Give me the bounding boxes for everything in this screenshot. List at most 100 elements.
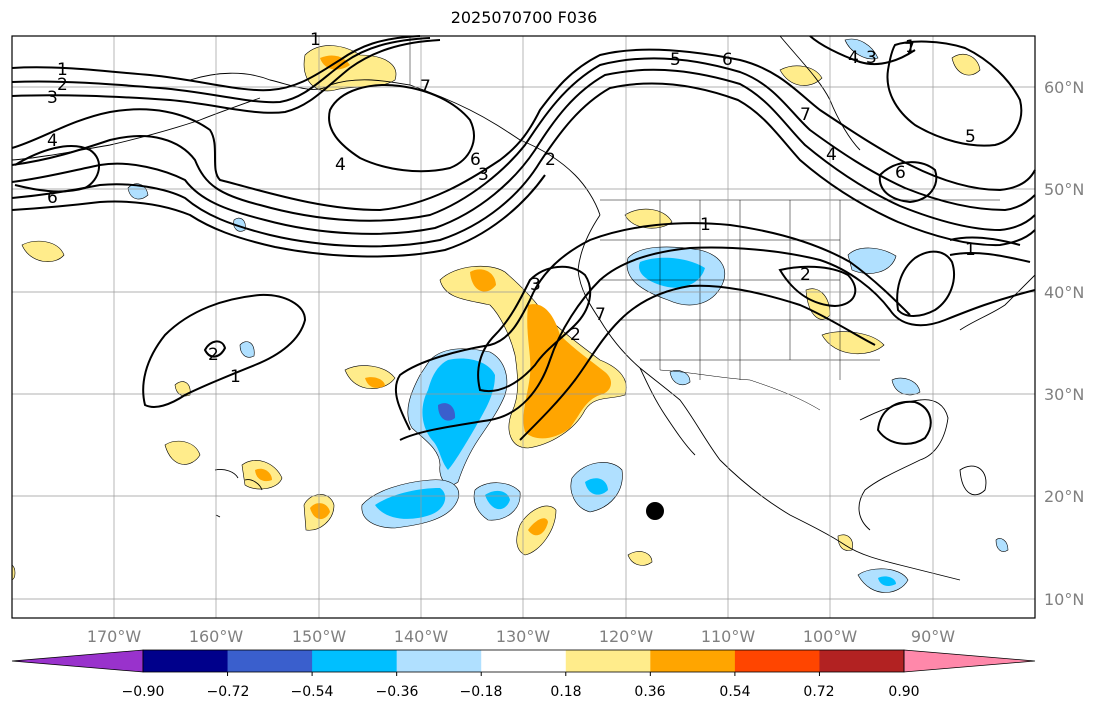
contour-label: 1 bbox=[230, 367, 241, 387]
contour-line bbox=[11, 68, 1036, 235]
negative-anomaly-blob bbox=[995, 538, 1009, 552]
contour-label: 6 bbox=[722, 50, 733, 70]
contour-line bbox=[11, 35, 421, 92]
baja-california bbox=[639, 367, 696, 456]
negative-anomaly-blob bbox=[239, 341, 255, 358]
lat-label: 50°N bbox=[1044, 180, 1084, 199]
negative-anomaly-core bbox=[485, 490, 510, 510]
contour-line bbox=[886, 40, 1023, 147]
contour-line bbox=[11, 37, 431, 104]
negative-anomaly-deep bbox=[438, 403, 456, 421]
contour-label: 1 bbox=[700, 215, 711, 235]
negative-anomaly-blob bbox=[847, 247, 897, 274]
positive-anomaly-core bbox=[365, 377, 385, 388]
contour-label: 2 bbox=[208, 345, 219, 365]
positive-anomaly-blob bbox=[951, 54, 981, 76]
contour-label: 5 bbox=[670, 50, 681, 70]
contour-label: 1 bbox=[57, 60, 68, 80]
contour-line bbox=[949, 236, 1021, 246]
contour-label: 1 bbox=[310, 30, 321, 50]
negative-anomaly-core bbox=[422, 358, 495, 470]
contour-labels: 1 2 3 4 6 1 2 3 4 6 7 5 6 7 5 4 3 7 1 6 … bbox=[47, 30, 976, 387]
gridlines bbox=[12, 36, 1035, 618]
contour-label: 5 bbox=[965, 127, 976, 147]
contour-label: 3 bbox=[530, 275, 541, 295]
anomaly-shading bbox=[11, 38, 1009, 593]
contour-line bbox=[878, 161, 938, 204]
positive-anomaly-blob bbox=[174, 381, 191, 397]
contour-line bbox=[14, 144, 100, 193]
contour-label: 4 bbox=[335, 155, 346, 175]
positive-anomaly-blob bbox=[837, 534, 853, 551]
height-contours bbox=[11, 35, 1036, 445]
contour-label: 3 bbox=[47, 88, 58, 108]
colorbar-tick-label: 0.54 bbox=[719, 684, 750, 700]
contour-label: 3 bbox=[478, 165, 489, 185]
negative-anomaly-blob bbox=[669, 370, 691, 385]
positive-anomaly-core bbox=[470, 269, 496, 292]
colorbar-min-extension bbox=[11, 649, 144, 673]
contour-label: 2 bbox=[57, 75, 68, 95]
positive-anomaly-blob bbox=[164, 440, 201, 465]
contour-label: 2 bbox=[545, 150, 556, 170]
colorbar-segment bbox=[396, 650, 482, 672]
lon-label: 120°W bbox=[599, 627, 654, 646]
contour-label: 4 bbox=[47, 131, 58, 151]
colorbar-segment bbox=[227, 650, 313, 672]
contour-line bbox=[809, 35, 916, 66]
colorbar-tick-label: −0.90 bbox=[122, 684, 165, 700]
contour-label: 7 bbox=[595, 305, 606, 325]
lon-label: 90°W bbox=[911, 627, 955, 646]
colorbar-segment bbox=[312, 650, 398, 672]
contour-line bbox=[477, 265, 592, 393]
contour-label: 7 bbox=[800, 105, 811, 125]
lat-label: 60°N bbox=[1044, 78, 1084, 97]
colorbar-segment bbox=[819, 650, 905, 672]
map-title: 2025070700 F036 bbox=[450, 8, 598, 27]
positive-anomaly-core bbox=[255, 468, 272, 482]
lon-label: 130°W bbox=[496, 627, 551, 646]
positive-anomaly-core bbox=[310, 503, 330, 520]
positive-anomaly-core bbox=[523, 304, 612, 439]
negative-anomaly-blob bbox=[891, 377, 921, 396]
east-coast bbox=[959, 274, 1036, 331]
coastlines bbox=[11, 35, 1036, 581]
colorbar-tick-label: 0.90 bbox=[888, 684, 919, 700]
colorbar-tick-label: −0.72 bbox=[207, 684, 250, 700]
positive-anomaly-blob bbox=[821, 331, 885, 355]
colorbar-tick-label: −0.36 bbox=[376, 684, 419, 700]
lat-label: 10°N bbox=[1044, 590, 1084, 609]
negative-anomaly-blob bbox=[844, 38, 879, 60]
negative-anomaly-core bbox=[585, 478, 608, 495]
contour-line bbox=[11, 48, 1036, 212]
contour-line bbox=[11, 39, 441, 114]
colorbar bbox=[11, 649, 1036, 676]
colorbar-border bbox=[142, 649, 905, 673]
contour-label: 4 bbox=[826, 145, 837, 165]
contour-line bbox=[949, 251, 1031, 263]
negative-anomaly-core bbox=[878, 576, 896, 586]
lat-label: 30°N bbox=[1044, 385, 1084, 404]
latitude-labels: 60°N 50°N 40°N 30°N 20°N 10°N bbox=[1044, 78, 1084, 609]
contour-label: 4 bbox=[848, 48, 859, 68]
positive-anomaly-blob bbox=[779, 65, 823, 86]
colorbar-segment bbox=[481, 650, 567, 672]
contour-line bbox=[11, 57, 1036, 222]
contour-line bbox=[519, 284, 876, 441]
yucatan-coast bbox=[959, 465, 987, 496]
colorbar-segment bbox=[565, 650, 651, 672]
colorbar-tick-label: −0.54 bbox=[291, 684, 334, 700]
lon-label: 150°W bbox=[292, 627, 347, 646]
colorbar-segment bbox=[734, 650, 820, 672]
north-america-west-coast bbox=[577, 214, 961, 581]
contour-label: 1 bbox=[965, 240, 976, 260]
contour-line bbox=[778, 265, 857, 308]
colorbar-tick-label: 0.36 bbox=[634, 684, 665, 700]
lat-label: 20°N bbox=[1044, 487, 1084, 506]
positive-anomaly-blob bbox=[21, 240, 65, 262]
contour-line bbox=[394, 222, 911, 431]
contour-line bbox=[11, 174, 546, 258]
longitude-labels: 170°W 160°W 150°W 140°W 130°W 120°W 110°… bbox=[87, 627, 955, 646]
contour-line bbox=[11, 82, 1036, 248]
